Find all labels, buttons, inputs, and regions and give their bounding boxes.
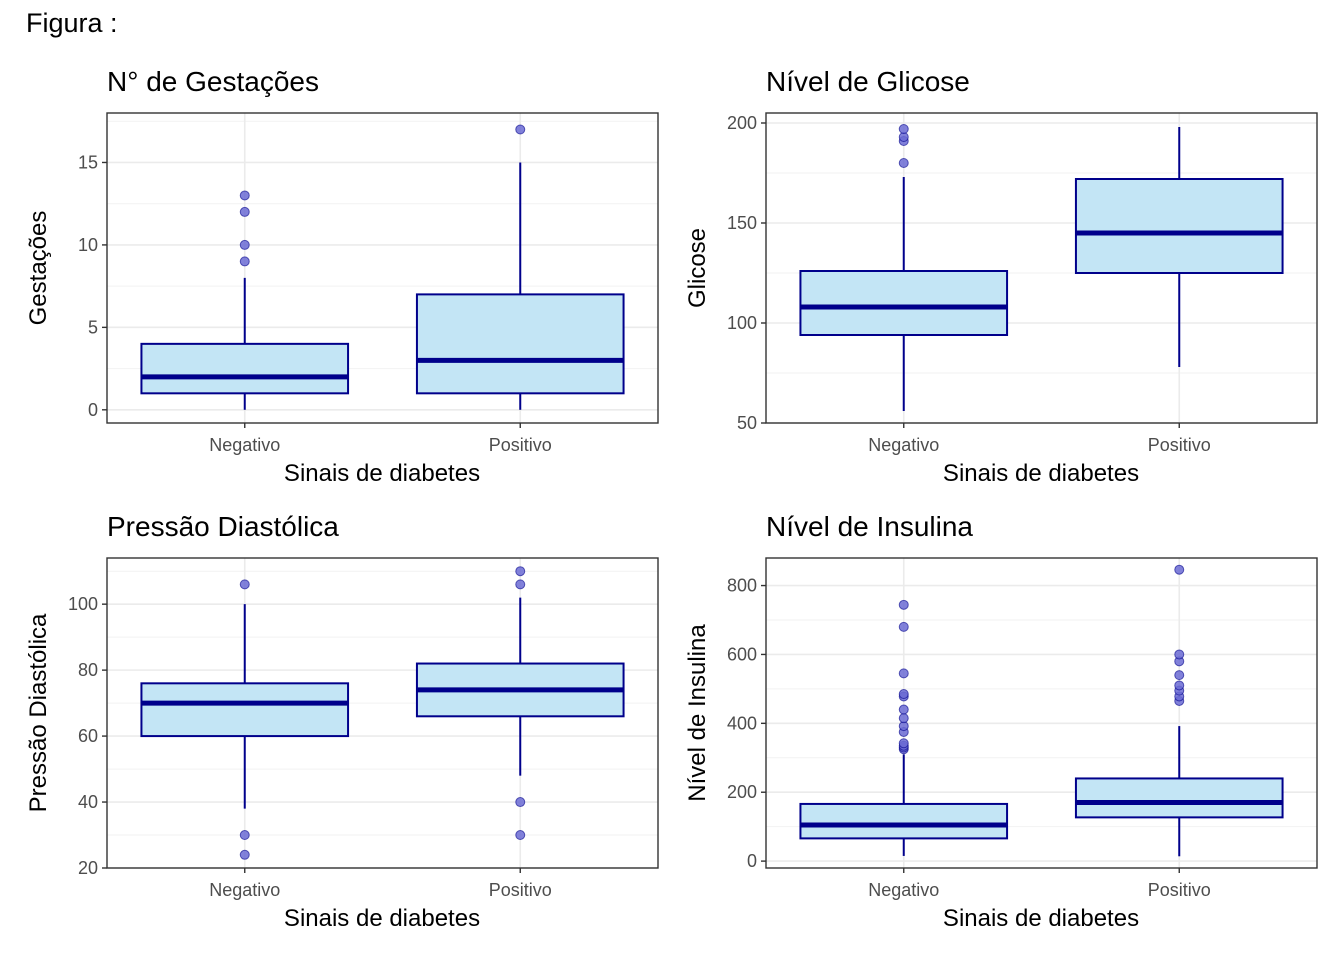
outlier-point <box>898 621 909 632</box>
outlier-point <box>239 579 250 590</box>
y-tick-label: 50 <box>737 413 757 433</box>
y-tick-label: 200 <box>727 113 757 133</box>
box-iqr <box>1074 178 1284 274</box>
chart-title: Pressão Diastólica <box>107 511 339 542</box>
y-tick-label: 600 <box>727 644 757 664</box>
x-tick-label: Positivo <box>489 880 552 900</box>
outlier-point <box>239 239 250 250</box>
outlier-point <box>239 190 250 201</box>
box-iqr <box>140 682 350 738</box>
y-tick-label: 400 <box>727 713 757 733</box>
outlier-point <box>898 738 909 749</box>
y-tick-label: 60 <box>78 726 98 746</box>
outlier-point <box>515 830 526 841</box>
box-iqr <box>415 293 625 395</box>
y-tick-label: 15 <box>78 152 98 172</box>
box-iqr <box>1074 777 1284 819</box>
y-tick-label: 5 <box>88 317 98 337</box>
x-tick-label: Positivo <box>1148 880 1211 900</box>
x-axis-label: Sinais de diabetes <box>942 460 1140 487</box>
outlier-point <box>898 599 909 610</box>
chart-title: N° de Gestações <box>107 66 319 97</box>
x-tick-label: Negativo <box>209 880 280 900</box>
y-tick-label: 20 <box>78 858 98 878</box>
y-tick-label: 10 <box>78 235 98 255</box>
chart-title: Nível de Glicose <box>766 66 970 97</box>
box-iqr <box>799 802 1009 840</box>
y-tick-label: 100 <box>727 313 757 333</box>
y-tick-label: 80 <box>78 660 98 680</box>
x-tick-label: Positivo <box>1148 435 1211 455</box>
outlier-point <box>239 849 250 860</box>
outlier-point <box>1174 680 1185 691</box>
x-axis-label: Sinais de diabetes <box>283 460 481 487</box>
x-tick-label: Positivo <box>489 435 552 455</box>
box-iqr <box>140 342 350 395</box>
outlier-point <box>898 704 909 715</box>
x-tick-label: Negativo <box>868 880 939 900</box>
outlier-point <box>515 124 526 135</box>
x-tick-label: Negativo <box>209 435 280 455</box>
outlier-point <box>1174 670 1185 681</box>
y-tick-label: 0 <box>747 851 757 871</box>
outlier-point <box>239 206 250 217</box>
y-tick-label: 0 <box>88 400 98 420</box>
x-axis-label: Sinais de diabetes <box>942 905 1140 932</box>
y-tick-label: 200 <box>727 782 757 802</box>
outlier-point <box>1174 649 1185 660</box>
outlier-point <box>515 797 526 808</box>
outlier-point <box>515 566 526 577</box>
outlier-point <box>1174 564 1185 575</box>
y-tick-label: 800 <box>727 576 757 596</box>
panel-border <box>106 112 659 424</box>
x-axis-label: Sinais de diabetes <box>283 905 481 932</box>
figure-label: Figura : <box>26 8 118 38</box>
panel-border <box>765 112 1318 424</box>
outlier-point <box>239 830 250 841</box>
outlier-point <box>898 668 909 679</box>
outlier-point <box>239 256 250 267</box>
box-iqr <box>799 270 1009 336</box>
y-tick-label: 150 <box>727 213 757 233</box>
outlier-point <box>515 579 526 590</box>
outlier-point <box>898 124 909 134</box>
outlier-point <box>898 713 909 724</box>
x-tick-label: Negativo <box>868 435 939 455</box>
y-tick-label: 40 <box>78 792 98 812</box>
y-tick-label: 100 <box>68 594 98 614</box>
panel-border <box>765 557 1318 869</box>
outlier-point <box>898 689 909 700</box>
chart-title: Nível de Insulina <box>766 511 974 542</box>
outlier-point <box>898 158 909 168</box>
panel-border <box>106 557 659 869</box>
